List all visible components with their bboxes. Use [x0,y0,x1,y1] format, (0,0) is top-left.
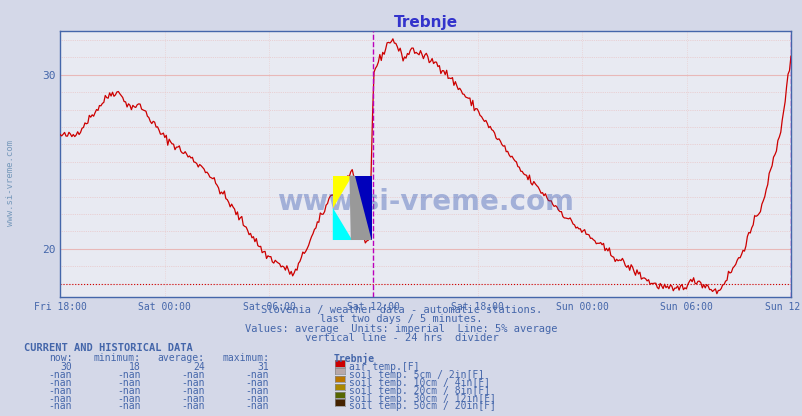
Text: -nan: -nan [117,370,140,380]
Text: -nan: -nan [181,386,205,396]
Text: minimum:: minimum: [93,353,140,363]
Text: soil temp. 10cm / 4in[F]: soil temp. 10cm / 4in[F] [349,378,490,388]
Text: -nan: -nan [181,378,205,388]
Text: -nan: -nan [245,394,269,404]
Text: -nan: -nan [181,394,205,404]
Text: -nan: -nan [245,386,269,396]
Text: Values: average  Units: imperial  Line: 5% average: Values: average Units: imperial Line: 5%… [245,324,557,334]
Polygon shape [349,176,371,240]
Text: -nan: -nan [49,386,72,396]
Text: -nan: -nan [245,401,269,411]
Text: -nan: -nan [49,394,72,404]
Text: -nan: -nan [181,370,205,380]
Text: 30: 30 [60,362,72,372]
Text: maximum:: maximum: [221,353,269,363]
Text: -nan: -nan [181,401,205,411]
Text: soil temp. 30cm / 12in[F]: soil temp. 30cm / 12in[F] [349,394,496,404]
Polygon shape [352,176,371,240]
Text: -nan: -nan [49,370,72,380]
Text: www.si-vreme.com: www.si-vreme.com [277,188,573,215]
Text: www.si-vreme.com: www.si-vreme.com [6,140,15,226]
Text: average:: average: [157,353,205,363]
Text: -nan: -nan [117,394,140,404]
Text: 24: 24 [192,362,205,372]
Text: Trebnje: Trebnje [333,353,374,364]
Text: Slovenia / weather data - automatic stations.: Slovenia / weather data - automatic stat… [261,305,541,314]
Polygon shape [332,208,352,240]
Text: last two days / 5 minutes.: last two days / 5 minutes. [320,314,482,324]
Text: -nan: -nan [117,378,140,388]
Text: 31: 31 [257,362,269,372]
Polygon shape [332,176,352,208]
Text: -nan: -nan [117,401,140,411]
Text: vertical line - 24 hrs  divider: vertical line - 24 hrs divider [304,333,498,343]
Text: -nan: -nan [49,378,72,388]
Text: air temp.[F]: air temp.[F] [349,362,419,372]
Text: soil temp. 20cm / 8in[F]: soil temp. 20cm / 8in[F] [349,386,490,396]
Title: Trebnje: Trebnje [393,15,457,30]
Text: -nan: -nan [245,370,269,380]
Text: soil temp. 5cm / 2in[F]: soil temp. 5cm / 2in[F] [349,370,484,380]
Text: 18: 18 [128,362,140,372]
Text: soil temp. 50cm / 20in[F]: soil temp. 50cm / 20in[F] [349,401,496,411]
Text: -nan: -nan [49,401,72,411]
Text: -nan: -nan [117,386,140,396]
Text: -nan: -nan [245,378,269,388]
Text: CURRENT AND HISTORICAL DATA: CURRENT AND HISTORICAL DATA [24,343,192,353]
Text: now:: now: [49,353,72,363]
